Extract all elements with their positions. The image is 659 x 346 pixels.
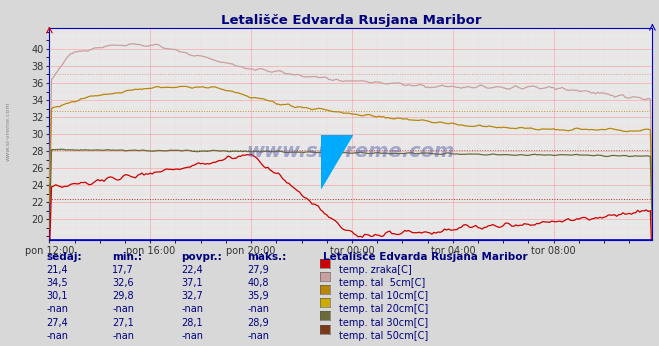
Text: 32,7: 32,7 [181,291,203,301]
Text: sedaj:: sedaj: [46,252,82,262]
Text: min.:: min.: [112,252,142,262]
Text: -nan: -nan [247,304,269,315]
Polygon shape [321,135,353,189]
Text: 28,1: 28,1 [181,318,203,328]
Text: 27,1: 27,1 [112,318,134,328]
Title: Letališče Edvarda Rusjana Maribor: Letališče Edvarda Rusjana Maribor [221,13,481,27]
Text: www.si-vreme.com: www.si-vreme.com [5,102,11,161]
Text: 29,8: 29,8 [112,291,134,301]
Text: -nan: -nan [181,331,203,341]
Text: 22,4: 22,4 [181,265,203,275]
Text: 34,5: 34,5 [46,278,68,288]
Text: 37,1: 37,1 [181,278,203,288]
Text: 27,4: 27,4 [46,318,68,328]
Text: 32,6: 32,6 [112,278,134,288]
Text: -nan: -nan [247,331,269,341]
Text: -nan: -nan [46,304,68,315]
Text: temp. tal 50cm[C]: temp. tal 50cm[C] [339,331,428,341]
Text: temp. tal 10cm[C]: temp. tal 10cm[C] [339,291,428,301]
Text: temp. tal 30cm[C]: temp. tal 30cm[C] [339,318,428,328]
Text: 27,9: 27,9 [247,265,269,275]
Text: Letališče Edvarda Rusjana Maribor: Letališče Edvarda Rusjana Maribor [323,252,528,262]
Text: 17,7: 17,7 [112,265,134,275]
Text: temp. tal 20cm[C]: temp. tal 20cm[C] [339,304,428,315]
Text: povpr.:: povpr.: [181,252,222,262]
Text: 30,1: 30,1 [46,291,68,301]
Text: www.si-vreme.com: www.si-vreme.com [246,142,455,161]
Text: temp. tal  5cm[C]: temp. tal 5cm[C] [339,278,426,288]
Text: -nan: -nan [46,331,68,341]
Text: temp. zraka[C]: temp. zraka[C] [339,265,412,275]
Text: 40,8: 40,8 [247,278,269,288]
Text: maks.:: maks.: [247,252,287,262]
Text: 21,4: 21,4 [46,265,68,275]
Text: 35,9: 35,9 [247,291,269,301]
Text: -nan: -nan [112,331,134,341]
Text: 28,9: 28,9 [247,318,269,328]
Text: -nan: -nan [181,304,203,315]
Text: -nan: -nan [112,304,134,315]
